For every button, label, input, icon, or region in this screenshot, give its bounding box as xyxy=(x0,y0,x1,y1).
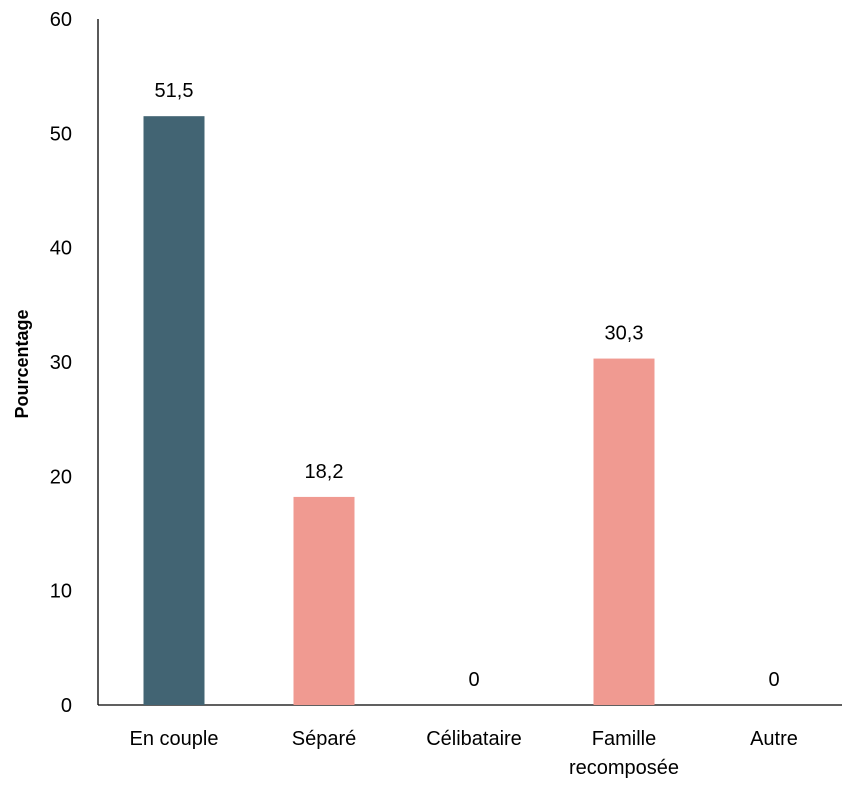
labels: 51,5 En couple 18,2 Séparé 0 Célibataire 30,3 F… xyxy=(130,80,798,779)
y-tick-label: 30 xyxy=(50,352,72,374)
data-label: 18,2 xyxy=(305,461,344,483)
y-tick-label: 50 xyxy=(50,123,72,145)
data-label: 30,3 xyxy=(605,323,644,345)
y-tick-label: 10 xyxy=(50,581,72,603)
y-tick-label: 0 xyxy=(61,695,72,717)
axes: 0 10 20 30 40 50 60 xyxy=(50,9,842,717)
data-label: 0 xyxy=(468,669,479,691)
category-label: Séparé xyxy=(292,728,357,750)
category-label: Famille recomposée xyxy=(569,728,679,779)
y-tick-label: 40 xyxy=(50,238,72,260)
y-axis-title: Pourcentage xyxy=(12,309,32,418)
y-tick-label: 60 xyxy=(50,9,72,31)
data-label: 51,5 xyxy=(155,80,194,102)
bar xyxy=(143,116,205,705)
bar xyxy=(293,496,355,705)
category-label: En couple xyxy=(130,728,219,750)
y-tick-label: 20 xyxy=(50,466,72,488)
bar xyxy=(593,358,655,705)
bars xyxy=(143,116,655,705)
data-label: 0 xyxy=(768,669,779,691)
category-label: Célibataire xyxy=(426,728,522,750)
category-label: Autre xyxy=(750,728,798,750)
